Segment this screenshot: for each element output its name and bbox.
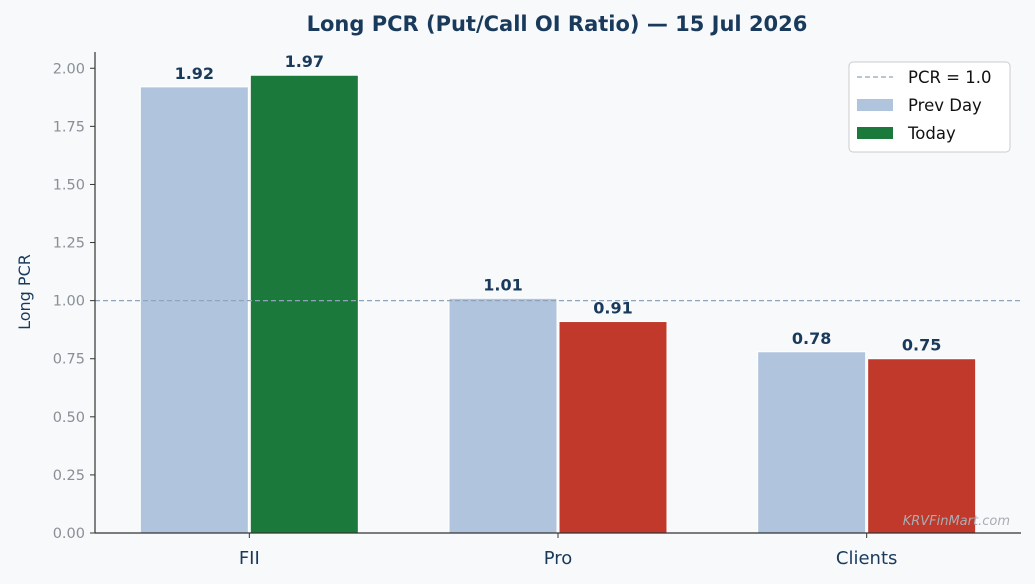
x-tick-label: FII bbox=[239, 548, 260, 569]
legend-swatch-prev-day bbox=[857, 99, 893, 111]
y-axis-label: Long PCR bbox=[15, 254, 34, 330]
bar-prev-day-pro bbox=[448, 297, 558, 534]
x-tick-label: Pro bbox=[544, 548, 573, 569]
bar-today-fii bbox=[249, 74, 359, 534]
legend: PCR = 1.0 Prev Day Today bbox=[848, 61, 1011, 153]
data-label: 0.78 bbox=[792, 329, 831, 348]
bar-prev-day-fii bbox=[139, 86, 249, 534]
y-tick-label: 1.00 bbox=[53, 294, 85, 310]
legend-swatch-today bbox=[857, 127, 893, 139]
watermark: KRVFinMart.com bbox=[903, 514, 1010, 529]
bar-prev-day-clients bbox=[757, 351, 867, 534]
data-label: 0.91 bbox=[593, 299, 632, 318]
data-label: 0.75 bbox=[902, 336, 941, 355]
bar-today-pro bbox=[558, 321, 668, 534]
bar-today-clients bbox=[867, 358, 977, 534]
y-tick-label: 1.25 bbox=[53, 236, 85, 252]
y-tick-label: 1.50 bbox=[53, 177, 85, 193]
plot-area: 0.00 0.25 0.50 0.75 1.00 1.25 1.50 1.75 2.00 1.92… bbox=[53, 52, 1021, 569]
y-tick-label: 0.75 bbox=[53, 352, 85, 368]
y-tick-label: 0.00 bbox=[53, 526, 85, 542]
y-tick-label: 0.50 bbox=[53, 410, 85, 426]
data-label: 1.01 bbox=[483, 275, 522, 294]
legend-label: Prev Day bbox=[908, 96, 982, 115]
data-label: 1.97 bbox=[285, 52, 324, 71]
y-tick-label: 1.75 bbox=[53, 119, 85, 135]
y-tick-label: 2.00 bbox=[53, 61, 85, 77]
chart-title: Long PCR (Put/Call OI Ratio) — 15 Jul 20… bbox=[307, 12, 808, 36]
x-tick-label: Clients bbox=[836, 548, 898, 569]
data-label: 1.92 bbox=[175, 64, 214, 83]
legend-label: Today bbox=[907, 124, 956, 143]
y-tick-label: 0.25 bbox=[53, 468, 85, 484]
legend-label: PCR = 1.0 bbox=[908, 68, 992, 87]
